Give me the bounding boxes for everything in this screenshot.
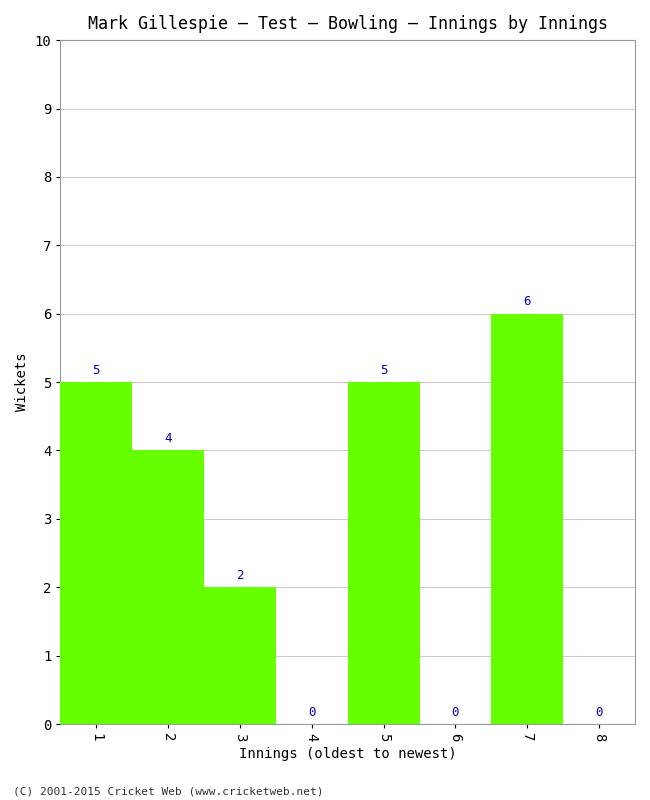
Text: 5: 5 bbox=[92, 364, 100, 377]
Text: 0: 0 bbox=[308, 706, 315, 719]
Bar bbox=[348, 382, 419, 724]
Text: (C) 2001-2015 Cricket Web (www.cricketweb.net): (C) 2001-2015 Cricket Web (www.cricketwe… bbox=[13, 786, 324, 796]
Bar bbox=[60, 382, 132, 724]
Y-axis label: Wickets: Wickets bbox=[15, 353, 29, 411]
Text: 5: 5 bbox=[380, 364, 387, 377]
Text: 2: 2 bbox=[236, 569, 244, 582]
Text: 0: 0 bbox=[595, 706, 603, 719]
Bar bbox=[491, 314, 563, 724]
X-axis label: Innings (oldest to newest): Innings (oldest to newest) bbox=[239, 747, 456, 761]
Title: Mark Gillespie – Test – Bowling – Innings by Innings: Mark Gillespie – Test – Bowling – Inning… bbox=[88, 15, 608, 33]
Bar bbox=[204, 587, 276, 724]
Text: 4: 4 bbox=[164, 432, 172, 445]
Bar bbox=[132, 450, 204, 724]
Text: 0: 0 bbox=[452, 706, 459, 719]
Text: 6: 6 bbox=[523, 295, 531, 308]
